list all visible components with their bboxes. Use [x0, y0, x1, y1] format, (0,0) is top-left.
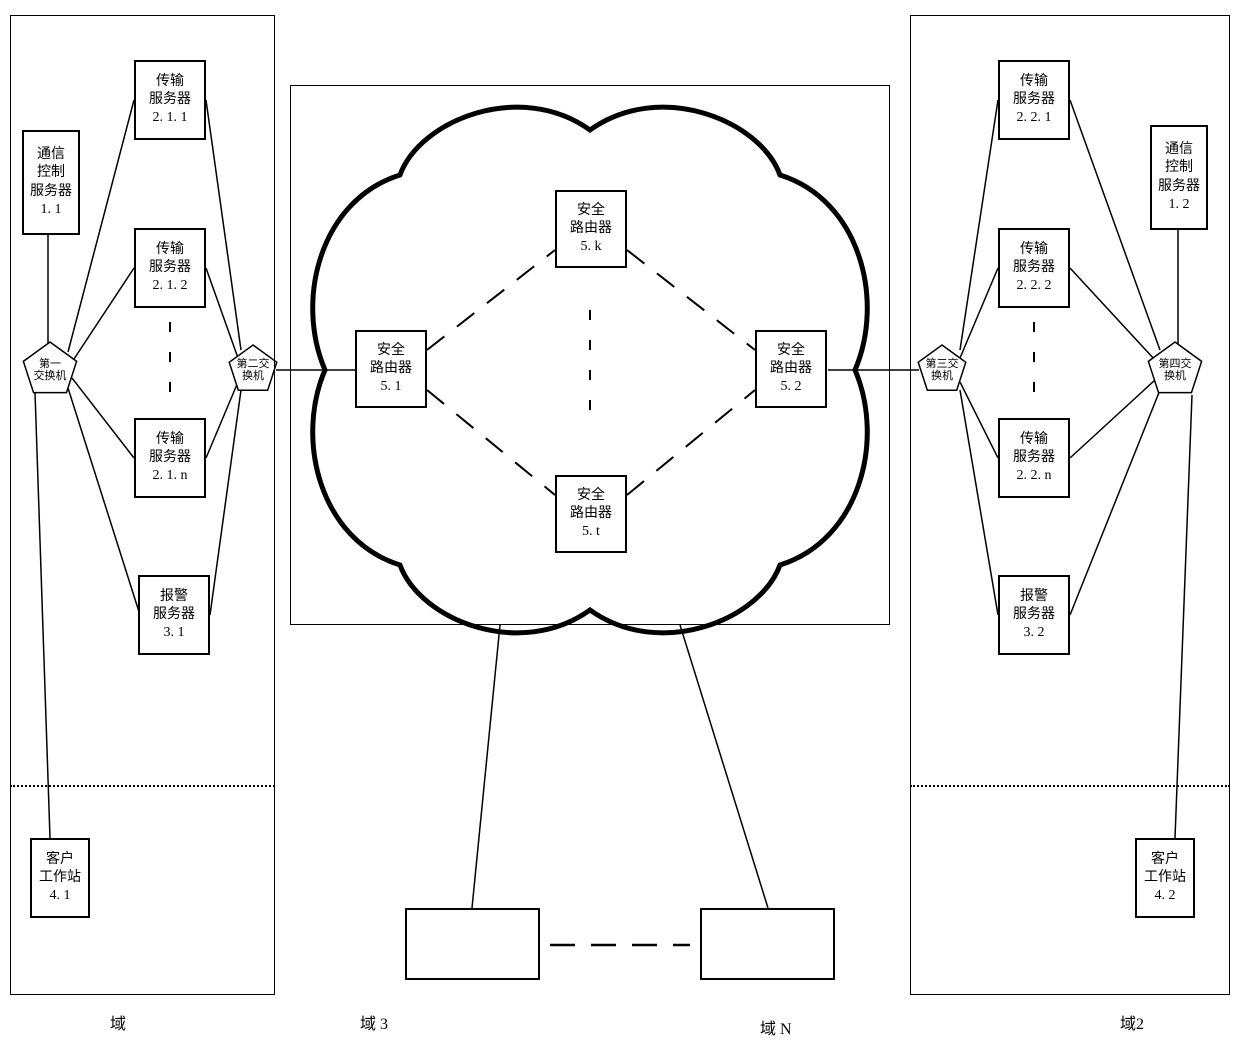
node-router_5k: 安全路由器5. k — [555, 190, 627, 268]
node-text: 2. 2. n — [1017, 467, 1052, 485]
node-text: 1. 2 — [1169, 196, 1190, 214]
node-comm_ctrl_2: 通信控制服务器1. 2 — [1150, 125, 1208, 230]
node-text: 路由器 — [370, 360, 412, 378]
domain3_label: 域 3 — [360, 1010, 388, 1034]
node-text: 安全 — [777, 342, 805, 360]
node-text: 客户 — [1151, 851, 1179, 869]
node-text: 服务器 — [1013, 606, 1055, 624]
node-text: 4. 1 — [50, 887, 71, 905]
domainN_label: 域 N — [760, 1015, 792, 1039]
node-text: 2. 1. 1 — [153, 109, 188, 127]
domain2_label: 域2 — [1120, 1010, 1144, 1034]
node-text: 2. 2. 2 — [1017, 277, 1052, 295]
node-client_41: 客户工作站4. 1 — [30, 838, 90, 918]
node-text: 通信 — [1165, 141, 1193, 159]
dotted-separator — [10, 785, 275, 787]
node-text: 服务器 — [1158, 178, 1200, 196]
node-client_42: 客户工作站4. 2 — [1135, 838, 1195, 918]
node-text: 传输 — [156, 431, 184, 449]
node-text: 1. 1 — [41, 201, 62, 219]
node-text: 5. 1 — [381, 378, 402, 396]
node-text: 服务器 — [1013, 91, 1055, 109]
node-empty_box_1 — [405, 908, 540, 980]
node-text: 2. 1. n — [153, 467, 188, 485]
node-text: 4. 2 — [1155, 887, 1176, 905]
node-alarm_32: 报警服务器3. 2 — [998, 575, 1070, 655]
node-router_5t: 安全路由器5. t — [555, 475, 627, 553]
node-text: 2. 2. 1 — [1017, 109, 1052, 127]
node-comm_ctrl_1: 通信控制服务器1. 1 — [22, 130, 80, 235]
node-text: 服务器 — [30, 183, 72, 201]
node-trans_211: 传输服务器2. 1. 1 — [134, 60, 206, 140]
domain1_label: 域 — [110, 1010, 126, 1034]
node-text: 5. 2 — [781, 378, 802, 396]
dotted-separator — [910, 785, 1230, 787]
node-text: 安全 — [577, 202, 605, 220]
node-text: 传输 — [1020, 73, 1048, 91]
node-text: 服务器 — [149, 449, 191, 467]
node-text: 3. 1 — [164, 624, 185, 642]
node-trans_221: 传输服务器2. 2. 1 — [998, 60, 1070, 140]
node-text: 控制 — [37, 164, 65, 182]
node-text: 传输 — [1020, 241, 1048, 259]
node-trans_222: 传输服务器2. 2. 2 — [998, 228, 1070, 308]
node-text: 服务器 — [153, 606, 195, 624]
node-text: 服务器 — [1013, 259, 1055, 277]
node-text: 2. 1. 2 — [153, 277, 188, 295]
node-text: 服务器 — [149, 259, 191, 277]
node-text: 通信 — [37, 146, 65, 164]
node-text: 3. 2 — [1024, 624, 1045, 642]
node-text: 路由器 — [770, 360, 812, 378]
node-text: 工作站 — [1144, 869, 1186, 887]
node-text: 路由器 — [570, 220, 612, 238]
node-text: 报警 — [1020, 588, 1048, 606]
node-text: 安全 — [577, 487, 605, 505]
node-alarm_31: 报警服务器3. 1 — [138, 575, 210, 655]
node-trans_21n: 传输服务器2. 1. n — [134, 418, 206, 498]
node-text: 安全 — [377, 342, 405, 360]
node-text: 传输 — [156, 241, 184, 259]
node-text: 报警 — [160, 588, 188, 606]
node-text: 服务器 — [1013, 449, 1055, 467]
node-text: 客户 — [46, 851, 74, 869]
node-text: 控制 — [1165, 159, 1193, 177]
node-text: 5. k — [581, 238, 602, 256]
node-trans_212: 传输服务器2. 1. 2 — [134, 228, 206, 308]
node-text: 5. t — [582, 523, 600, 541]
node-text: 传输 — [156, 73, 184, 91]
node-router_51: 安全路由器5. 1 — [355, 330, 427, 408]
node-text: 传输 — [1020, 431, 1048, 449]
node-text: 服务器 — [149, 91, 191, 109]
node-empty_box_2 — [700, 908, 835, 980]
node-router_52: 安全路由器5. 2 — [755, 330, 827, 408]
node-text: 工作站 — [39, 869, 81, 887]
node-text: 路由器 — [570, 505, 612, 523]
node-trans_22n: 传输服务器2. 2. n — [998, 418, 1070, 498]
